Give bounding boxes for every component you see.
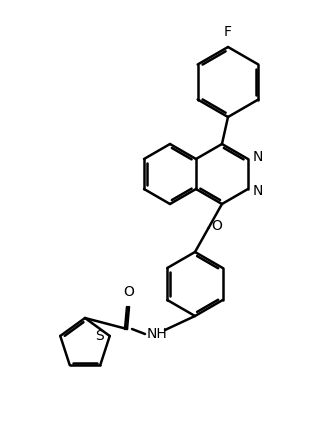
Text: N: N: [253, 150, 263, 164]
Text: NH: NH: [147, 327, 167, 341]
Text: F: F: [224, 25, 232, 39]
Text: O: O: [211, 219, 222, 233]
Text: N: N: [253, 184, 263, 198]
Text: S: S: [95, 329, 104, 343]
Text: O: O: [124, 285, 135, 299]
